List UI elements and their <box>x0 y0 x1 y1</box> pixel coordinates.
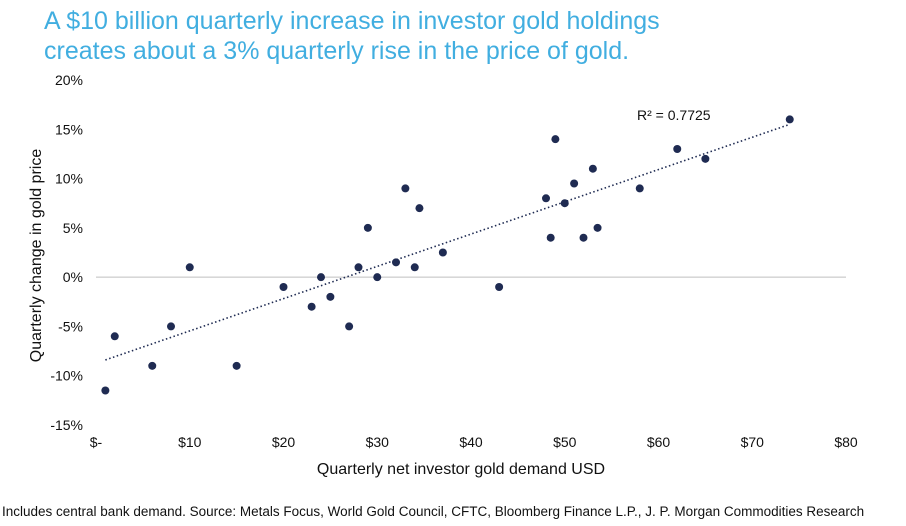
title-line-2: creates about a 3% quarterly rise in the… <box>44 37 630 65</box>
data-point <box>373 273 382 282</box>
trend-line <box>105 123 791 361</box>
y-axis-ticks: -15% -10% -5% 0% 5% 10% 15% 20% <box>50 72 83 433</box>
x-tick-label: $70 <box>741 434 765 450</box>
data-point <box>579 233 588 242</box>
x-tick-label: $40 <box>459 434 483 450</box>
scatter-chart: -15%-10%-5%0%5%10%15%20% $- $10 $20 $30 $40 $… <box>28 72 858 478</box>
y-tick-label: -15% <box>50 417 83 433</box>
x-tick-label: $30 <box>366 434 390 450</box>
data-point <box>307 302 316 311</box>
data-point <box>232 361 241 370</box>
data-point <box>415 204 424 213</box>
data-point <box>701 154 710 163</box>
data-point <box>551 135 560 144</box>
data-point <box>785 115 794 124</box>
data-point <box>345 322 354 331</box>
x-tick-label: $20 <box>272 434 296 450</box>
x-tick-label: $10 <box>178 434 202 450</box>
x-axis-ticks: $- $10 $20 $30 $40 $50 $60 $70 $80 <box>90 434 858 450</box>
source-footnote: Includes central bank demand. Source: Me… <box>2 504 865 519</box>
data-point <box>438 248 447 257</box>
title-line-1: A $10 billion quarterly increase in inve… <box>44 7 660 35</box>
data-point <box>392 258 400 267</box>
data-point <box>546 233 555 242</box>
data-points <box>101 115 794 395</box>
data-point <box>148 361 157 370</box>
data-point <box>673 145 682 153</box>
data-point <box>110 332 119 341</box>
data-point <box>326 292 335 301</box>
y-tick-label: -10% <box>50 368 83 384</box>
data-point <box>185 263 194 272</box>
x-tick-label: $- <box>90 434 103 450</box>
y-tick-label: -5% <box>58 318 83 334</box>
data-point <box>317 273 325 282</box>
x-tick-label: $60 <box>647 434 671 450</box>
x-axis-title: Quarterly net investor gold demand USD <box>317 461 605 478</box>
data-point <box>635 184 644 193</box>
data-point <box>401 184 410 193</box>
data-point <box>363 223 372 232</box>
data-point <box>101 386 110 395</box>
y-tick-label: 10% <box>55 171 83 187</box>
y-axis-title: Quarterly change in gold price <box>28 149 45 363</box>
data-point <box>542 194 550 203</box>
data-point <box>167 322 175 331</box>
data-point <box>495 283 504 291</box>
y-tick-label: 15% <box>55 121 83 137</box>
y-tick-label: 5% <box>63 220 83 236</box>
data-point <box>588 164 597 173</box>
data-point <box>560 199 569 208</box>
x-tick-label: $50 <box>553 434 577 450</box>
data-point <box>410 263 419 272</box>
data-point <box>354 263 363 272</box>
chart-title: A $10 billion quarterly increase in inve… <box>44 6 884 66</box>
y-tick-label: 20% <box>55 72 83 88</box>
data-point <box>593 223 602 232</box>
r-squared-label: R² = 0.7725 <box>637 107 711 123</box>
data-point <box>570 179 579 188</box>
y-tick-label: 0% <box>63 269 83 285</box>
x-tick-label: $80 <box>834 434 858 450</box>
data-point <box>279 283 288 291</box>
